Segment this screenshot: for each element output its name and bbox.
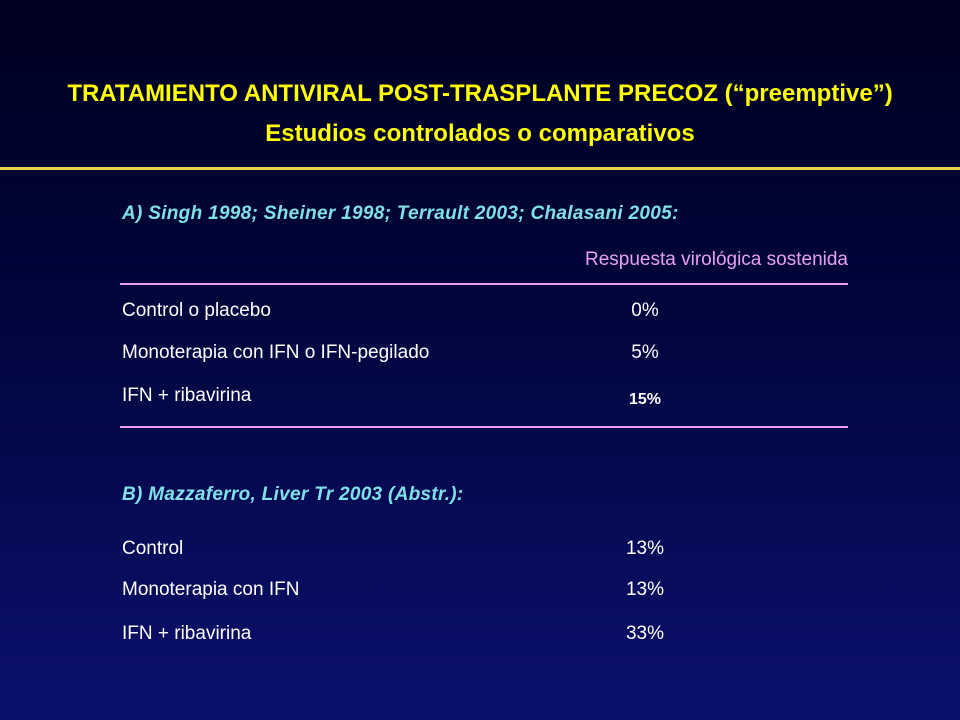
section-b-row-label: Control	[122, 538, 184, 559]
section-a-row-label: Monoterapia con IFN o IFN-pegilado	[122, 342, 430, 363]
section-a-row-label: Control o placebo	[122, 300, 271, 321]
section-a-top-rule	[120, 283, 848, 285]
section-a-row-value: 5%	[631, 342, 659, 363]
section-b-row-value: 13%	[625, 579, 665, 600]
title-divider	[0, 167, 960, 170]
section-a-heading: A) Singh 1998; Sheiner 1998; Terrault 20…	[122, 203, 679, 224]
section-b-row-value: 13%	[625, 538, 665, 559]
section-a-row-label: IFN + ribavirina	[122, 385, 252, 406]
section-b-row-label: IFN + ribavirina	[122, 623, 252, 644]
section-b-row-label: Monoterapia con IFN	[122, 579, 300, 600]
slide-subtitle: Estudios controlados o comparativos	[265, 120, 695, 147]
slide-title: TRATAMIENTO ANTIVIRAL POST-TRASPLANTE PR…	[67, 80, 893, 107]
section-a-bottom-rule	[120, 426, 848, 428]
section-b-row-value: 33%	[625, 623, 665, 644]
slide-title-block: TRATAMIENTO ANTIVIRAL POST-TRASPLANTE PR…	[0, 0, 960, 172]
section-b-heading: B) Mazzaferro, Liver Tr 2003 (Abstr.):	[122, 484, 464, 505]
column-header-response: Respuesta virológica sostenida	[585, 249, 848, 270]
section-a-row-value: 0%	[631, 300, 659, 321]
section-a-row-value: 15%	[628, 391, 662, 408]
